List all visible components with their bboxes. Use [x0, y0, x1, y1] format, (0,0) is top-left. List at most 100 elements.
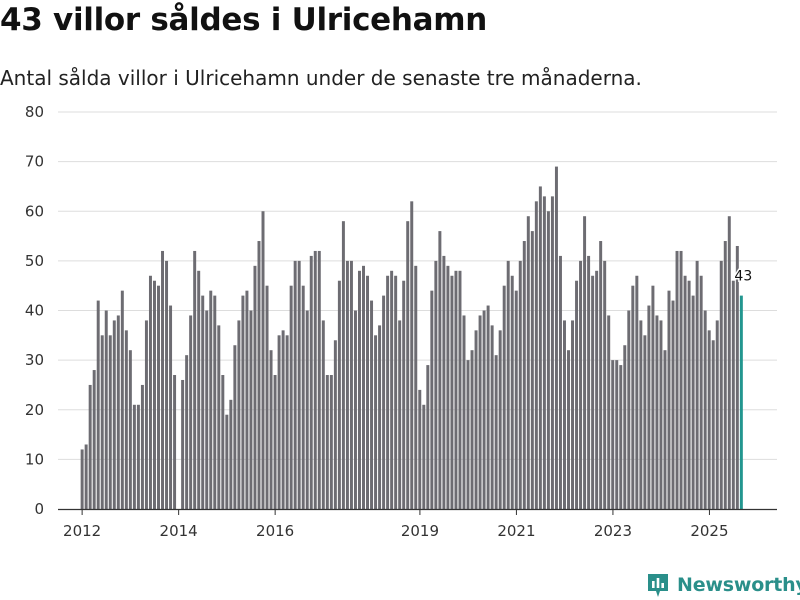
bar: [249, 310, 253, 509]
bar: [446, 265, 450, 509]
bar: [498, 330, 502, 509]
bar: [281, 330, 285, 509]
bar: [591, 275, 595, 509]
bar: [285, 335, 289, 509]
bar: [595, 270, 599, 509]
bar: [333, 340, 337, 509]
bar: [575, 280, 579, 509]
bar: [615, 360, 619, 509]
bar: [534, 201, 538, 509]
bar: [675, 250, 679, 509]
bar: [651, 285, 655, 509]
y-tick-label-20: 20: [25, 401, 44, 419]
bar: [245, 290, 249, 509]
bar: [470, 350, 474, 509]
bar: [341, 221, 345, 510]
bar: [108, 335, 112, 509]
bar: [667, 290, 671, 509]
bar: [317, 250, 321, 509]
bar: [655, 315, 659, 509]
bar: [357, 270, 361, 509]
bar: [699, 275, 703, 509]
bar: [217, 325, 221, 509]
bar: [169, 305, 173, 509]
bar: [92, 370, 96, 509]
x-tick-label-2014: 2014: [160, 522, 198, 540]
bar: [458, 270, 462, 509]
bar: [607, 315, 611, 509]
bar: [132, 404, 136, 509]
newsworthy-logo[interactable]: Newsworthy: [646, 570, 800, 600]
bar: [510, 275, 514, 509]
bar: [100, 335, 104, 509]
bar: [438, 231, 442, 509]
bar: [305, 310, 309, 509]
bar: [558, 255, 562, 509]
bar: [325, 375, 329, 509]
bar: [663, 350, 667, 509]
bar: [430, 290, 434, 509]
bar: [209, 290, 213, 509]
bar-latest: [739, 295, 743, 509]
bar: [554, 166, 558, 509]
bar: [225, 414, 229, 509]
bar: [486, 305, 490, 509]
bar: [619, 365, 623, 509]
bar: [185, 355, 189, 509]
bar: [735, 245, 739, 510]
bar: [349, 260, 353, 509]
y-tick-label-60: 60: [25, 202, 44, 220]
bar: [562, 320, 566, 509]
bar: [309, 255, 313, 509]
bar: [414, 265, 418, 509]
bar: [148, 275, 152, 509]
x-tick-label-2012: 2012: [63, 522, 101, 540]
bar: [402, 280, 406, 509]
bar: [88, 384, 92, 509]
bar: [337, 280, 341, 509]
bar: [647, 305, 651, 509]
bar: [639, 320, 643, 509]
bar: [161, 250, 165, 509]
bar: [542, 196, 546, 510]
bar: [727, 216, 731, 509]
bar: [144, 320, 148, 509]
bar: [691, 295, 695, 509]
y-tick-label-10: 10: [25, 450, 44, 468]
bar: [550, 196, 554, 510]
y-tick-label-0: 0: [34, 500, 44, 518]
bar: [695, 260, 699, 509]
bar: [277, 335, 281, 509]
bar: [703, 310, 707, 509]
brand-name: Newsworthy: [677, 574, 800, 596]
bar: [301, 285, 305, 509]
newsworthy-bar-icon: [648, 574, 668, 597]
bar: [422, 404, 426, 509]
bar: [257, 241, 261, 509]
bar: [462, 315, 466, 509]
bar: [253, 265, 257, 509]
chart-subtitle: Antal sålda villor i Ulricehamn under de…: [0, 66, 642, 90]
bar: [353, 310, 357, 509]
bar: [494, 355, 498, 509]
bar: [671, 300, 675, 509]
bar: [583, 216, 587, 509]
y-tick-label-50: 50: [25, 252, 44, 270]
x-tick-label-2019: 2019: [401, 522, 439, 540]
bar: [289, 285, 293, 509]
x-tick-label-2025: 2025: [690, 522, 728, 540]
bar: [128, 350, 132, 509]
bar: [261, 211, 265, 509]
bar: [398, 320, 402, 509]
bar: [124, 330, 128, 509]
x-tick-label-2023: 2023: [594, 522, 632, 540]
bar: [189, 315, 193, 509]
bar: [120, 290, 124, 509]
bar: [406, 221, 410, 510]
bar: [530, 231, 534, 509]
bar: [538, 186, 542, 509]
bar: [635, 275, 639, 509]
bar: [643, 335, 647, 509]
bar: [96, 300, 100, 509]
bar: [297, 260, 301, 509]
